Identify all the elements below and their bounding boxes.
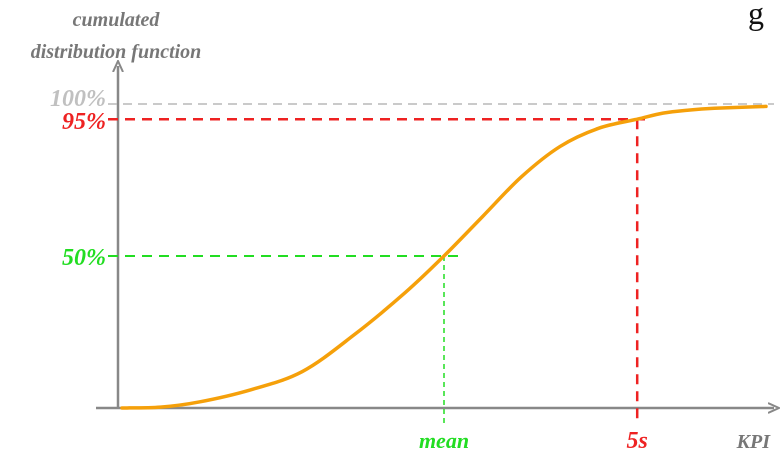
- y-axis-title-line1: cumulated: [73, 9, 161, 31]
- x-tick-label-5s: 5s: [627, 428, 648, 454]
- y-axis-title-line2: distribution function: [31, 41, 202, 63]
- x-tick-label-mean: mean: [419, 428, 469, 453]
- y-tick-label-95: 95%: [62, 109, 106, 135]
- cdf-curve: [120, 104, 768, 410]
- y-tick-label-100: 100%: [50, 86, 106, 112]
- x-axis-title: KPI: [736, 431, 772, 453]
- y-tick-label-50: 50%: [62, 245, 106, 271]
- corner-text: g: [748, 0, 764, 31]
